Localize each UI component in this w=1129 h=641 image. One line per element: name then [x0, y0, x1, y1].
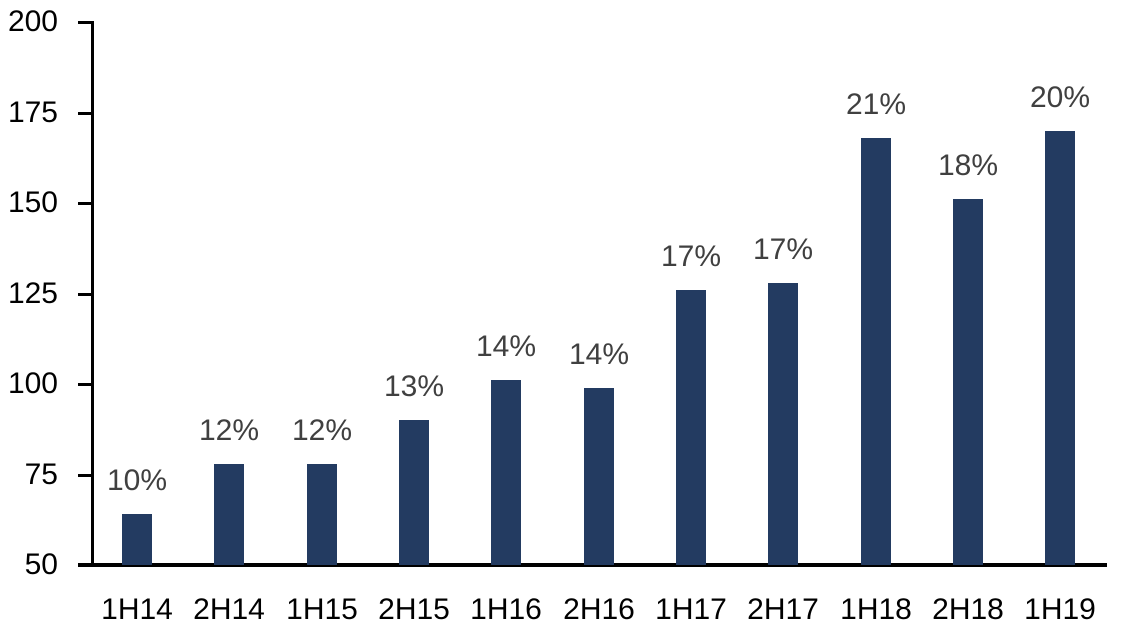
y-axis-line — [91, 21, 94, 567]
bar-1H18 — [861, 138, 891, 565]
bar-1H17 — [676, 290, 706, 565]
x-tick-label-2H17: 2H17 — [747, 593, 819, 626]
y-tick-label: 200 — [7, 5, 58, 38]
x-tick-label-2H14: 2H14 — [193, 593, 265, 626]
y-tick-label: 125 — [7, 277, 58, 310]
bar-value-label: 14% — [475, 330, 537, 363]
x-tick-label-1H14: 1H14 — [101, 593, 173, 626]
x-axis-line — [78, 563, 1107, 567]
y-tick-mark — [78, 112, 91, 115]
bar-2H14 — [214, 464, 244, 565]
y-tick-mark — [78, 202, 91, 205]
bar-value-label: 12% — [291, 414, 353, 447]
x-tick-label-1H15: 1H15 — [286, 593, 358, 626]
bar-2H18 — [953, 199, 983, 565]
bar-value-label: 20% — [1029, 81, 1091, 114]
y-tick-label: 50 — [24, 548, 58, 581]
bar-value-label: 18% — [937, 149, 999, 182]
y-tick-mark — [78, 474, 91, 477]
bar-1H15 — [307, 464, 337, 565]
y-tick-label: 175 — [7, 96, 58, 129]
bar-2H16 — [584, 388, 614, 565]
bar-value-label: 13% — [383, 370, 445, 403]
bar-1H14 — [122, 514, 152, 565]
x-tick-label-2H16: 2H16 — [563, 593, 635, 626]
x-tick-label-1H16: 1H16 — [470, 593, 542, 626]
x-tick-label-2H18: 2H18 — [932, 593, 1004, 626]
bar-value-label: 14% — [568, 338, 630, 371]
y-tick-label: 150 — [7, 186, 58, 219]
bar-value-label: 12% — [198, 414, 260, 447]
bar-value-label: 10% — [106, 464, 168, 497]
bar-value-label: 17% — [660, 240, 722, 273]
x-tick-label-1H19: 1H19 — [1024, 593, 1096, 626]
bar-2H17 — [768, 283, 798, 565]
bar-1H16 — [491, 380, 521, 565]
y-tick-mark — [78, 21, 91, 24]
y-tick-mark — [78, 293, 91, 296]
x-tick-label-2H15: 2H15 — [378, 593, 450, 626]
bar-value-label: 17% — [752, 233, 814, 266]
bar-value-label: 21% — [845, 88, 907, 121]
x-tick-label-1H18: 1H18 — [840, 593, 912, 626]
y-tick-label: 100 — [7, 367, 58, 400]
y-tick-label: 75 — [24, 458, 58, 491]
bar-1H19 — [1045, 131, 1075, 565]
bar-2H15 — [399, 420, 429, 565]
y-tick-mark — [78, 383, 91, 386]
x-tick-label-1H17: 1H17 — [655, 593, 727, 626]
